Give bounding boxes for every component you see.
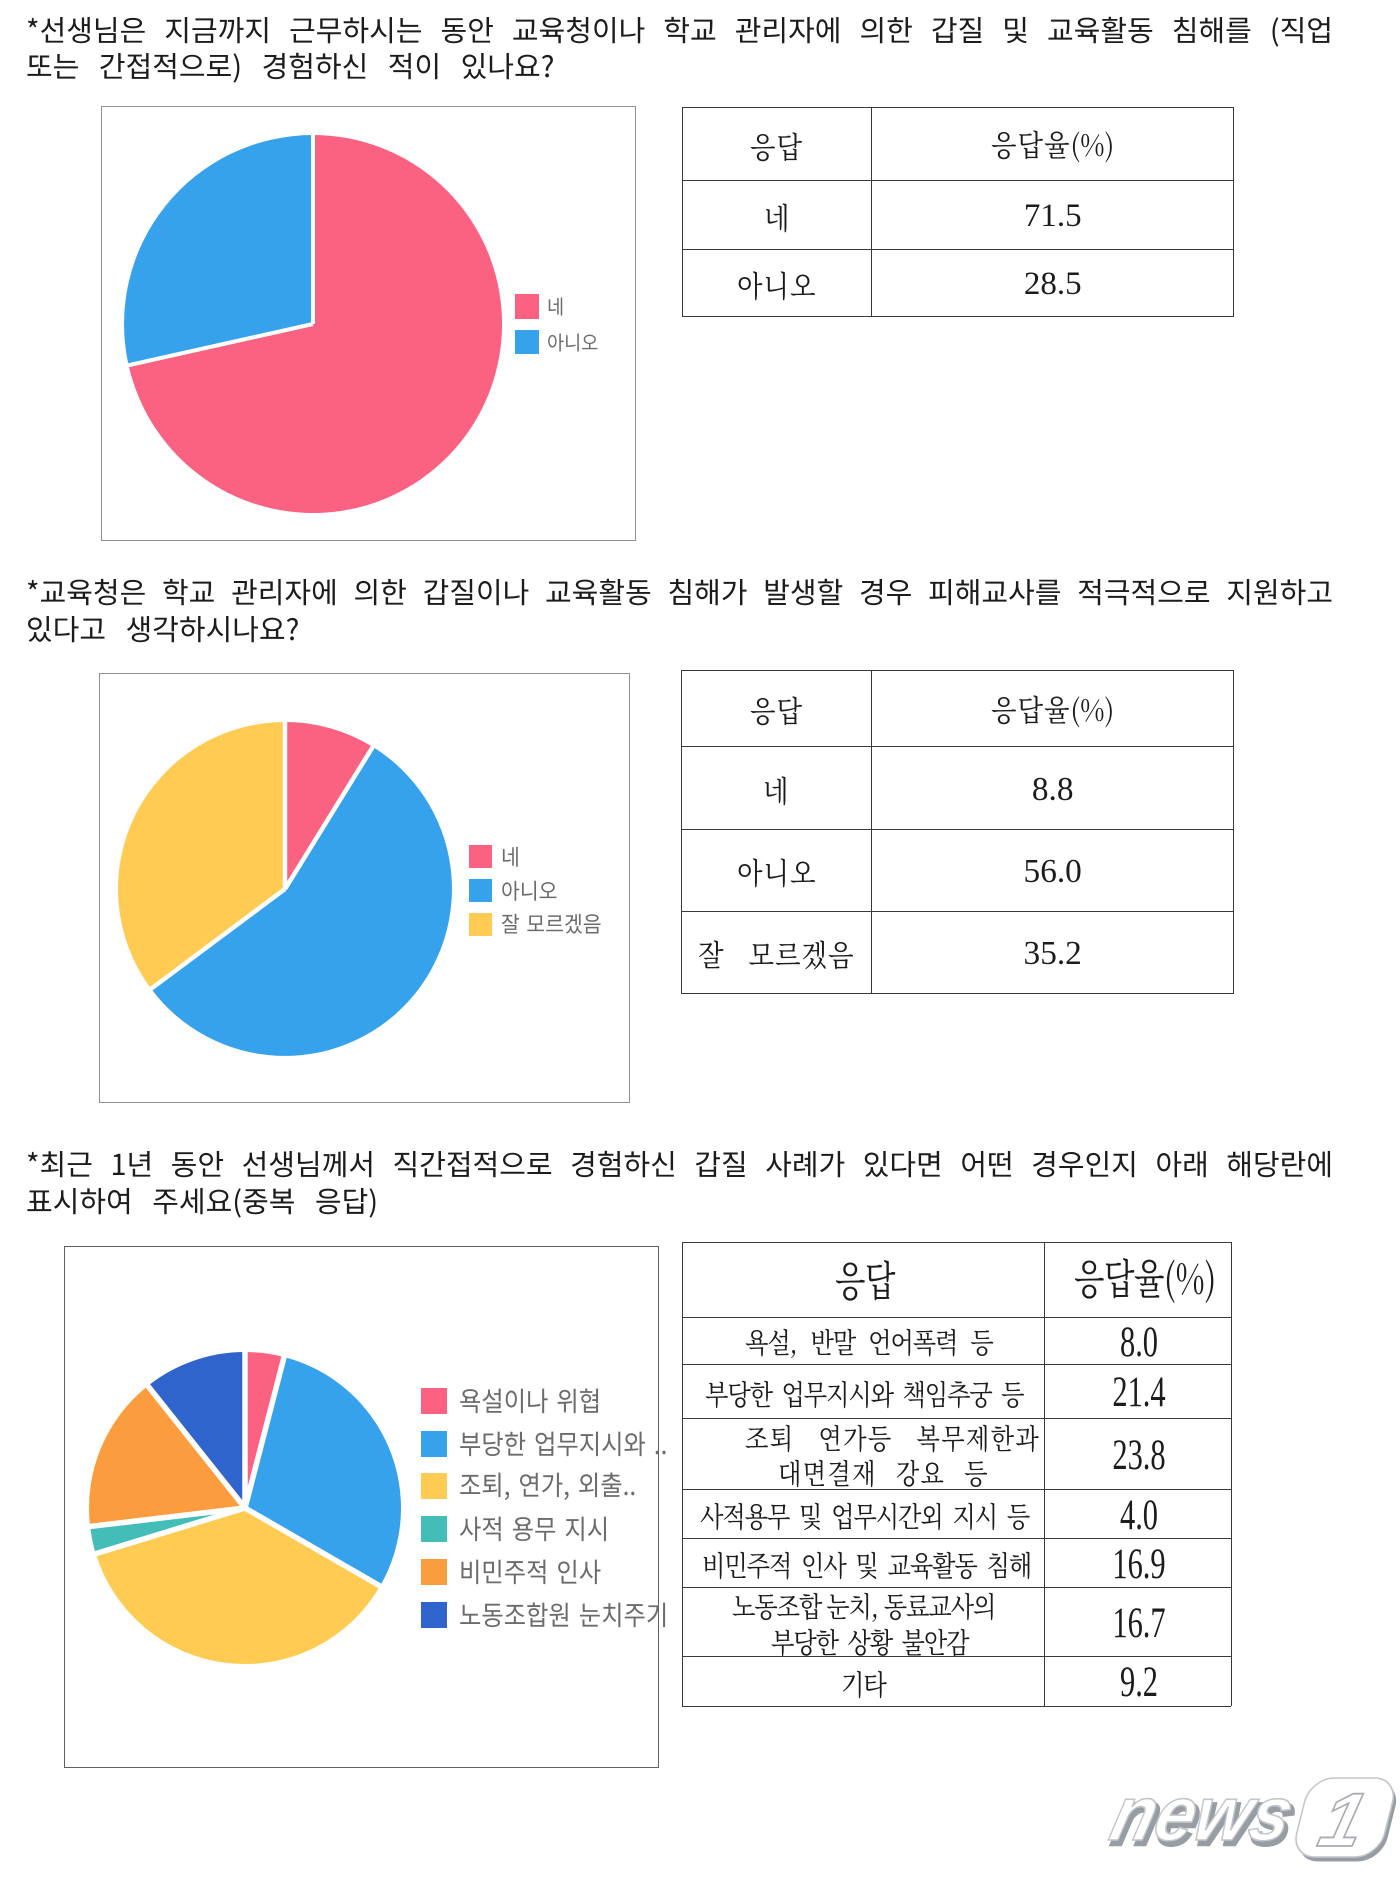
svg-text:news: news bbox=[1103, 1770, 1303, 1857]
svg-text:news: news bbox=[1106, 1775, 1306, 1862]
